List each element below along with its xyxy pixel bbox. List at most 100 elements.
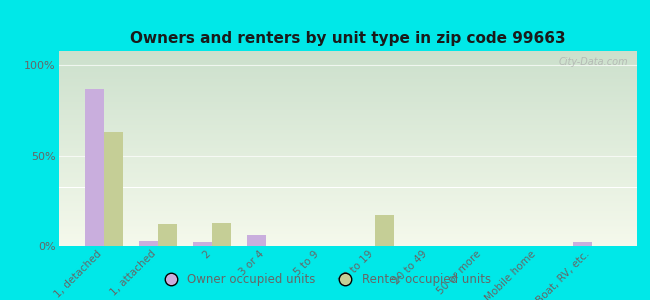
Bar: [58, 164, 637, 165]
Bar: [58, 54, 637, 55]
Bar: [58, 192, 637, 193]
Bar: [58, 222, 637, 223]
Bar: [58, 155, 637, 156]
Bar: [58, 154, 637, 155]
Bar: [58, 112, 637, 113]
Bar: [58, 82, 637, 83]
Bar: [58, 235, 637, 236]
Bar: [58, 131, 637, 132]
Bar: [58, 180, 637, 181]
Bar: [58, 101, 637, 102]
Bar: [58, 136, 637, 137]
Bar: [58, 160, 637, 161]
Bar: [58, 148, 637, 149]
Bar: [58, 75, 637, 76]
Bar: [58, 239, 637, 240]
Bar: [58, 95, 637, 96]
Bar: [58, 127, 637, 128]
Bar: [58, 146, 637, 148]
Bar: [58, 212, 637, 213]
Bar: [58, 125, 637, 126]
Bar: [58, 145, 637, 146]
Bar: [58, 224, 637, 226]
Bar: [58, 78, 637, 79]
Bar: [58, 93, 637, 94]
Bar: [58, 194, 637, 195]
Bar: [58, 244, 637, 245]
Bar: [58, 233, 637, 234]
Bar: [58, 83, 637, 84]
Bar: [58, 92, 637, 93]
Bar: [58, 174, 637, 175]
Bar: [58, 230, 637, 231]
Bar: [58, 172, 637, 173]
Bar: [58, 196, 637, 197]
Bar: [58, 200, 637, 201]
Bar: [58, 126, 637, 127]
Bar: [58, 213, 637, 214]
Bar: [58, 76, 637, 77]
Bar: [58, 96, 637, 97]
Bar: [58, 99, 637, 100]
Bar: [58, 234, 637, 235]
Bar: [58, 243, 637, 244]
Bar: [58, 81, 637, 82]
Bar: [58, 116, 637, 117]
Bar: [58, 105, 637, 106]
Bar: [58, 203, 637, 204]
Bar: [58, 52, 637, 53]
Bar: [58, 77, 637, 78]
Bar: [58, 80, 637, 81]
Bar: [58, 71, 637, 72]
Bar: [58, 237, 637, 238]
Bar: [58, 195, 637, 196]
Bar: [58, 231, 637, 232]
Bar: [58, 88, 637, 89]
Bar: [58, 58, 637, 59]
Bar: [58, 144, 637, 145]
Bar: [58, 72, 637, 74]
Bar: [58, 156, 637, 157]
Bar: [58, 120, 637, 121]
Bar: [58, 170, 637, 171]
Bar: [248, 235, 266, 246]
Bar: [58, 150, 637, 152]
Bar: [58, 61, 637, 62]
Bar: [58, 171, 637, 172]
Bar: [58, 114, 637, 116]
Bar: [58, 133, 637, 134]
Bar: [58, 202, 637, 203]
Bar: [58, 176, 637, 177]
Bar: [58, 103, 637, 105]
Bar: [58, 135, 637, 136]
Bar: [158, 224, 177, 246]
Bar: [58, 130, 637, 131]
Bar: [58, 168, 637, 169]
Bar: [58, 85, 637, 86]
Bar: [58, 140, 637, 141]
Bar: [58, 184, 637, 185]
Bar: [58, 124, 637, 125]
Bar: [58, 107, 637, 109]
Bar: [58, 122, 637, 123]
Bar: [58, 205, 637, 206]
Bar: [58, 190, 637, 191]
Bar: [58, 218, 637, 219]
Bar: [58, 187, 637, 188]
Bar: [58, 166, 637, 167]
Bar: [58, 53, 637, 54]
Bar: [58, 153, 637, 154]
Bar: [58, 238, 637, 239]
Bar: [58, 111, 637, 112]
Bar: [193, 242, 212, 246]
Bar: [58, 188, 637, 190]
Bar: [58, 211, 637, 212]
Bar: [58, 236, 637, 237]
Bar: [58, 138, 637, 139]
Bar: [58, 143, 637, 144]
Bar: [58, 89, 637, 90]
Bar: [58, 63, 637, 64]
Bar: [58, 242, 637, 243]
Bar: [58, 162, 637, 163]
Bar: [58, 87, 637, 88]
